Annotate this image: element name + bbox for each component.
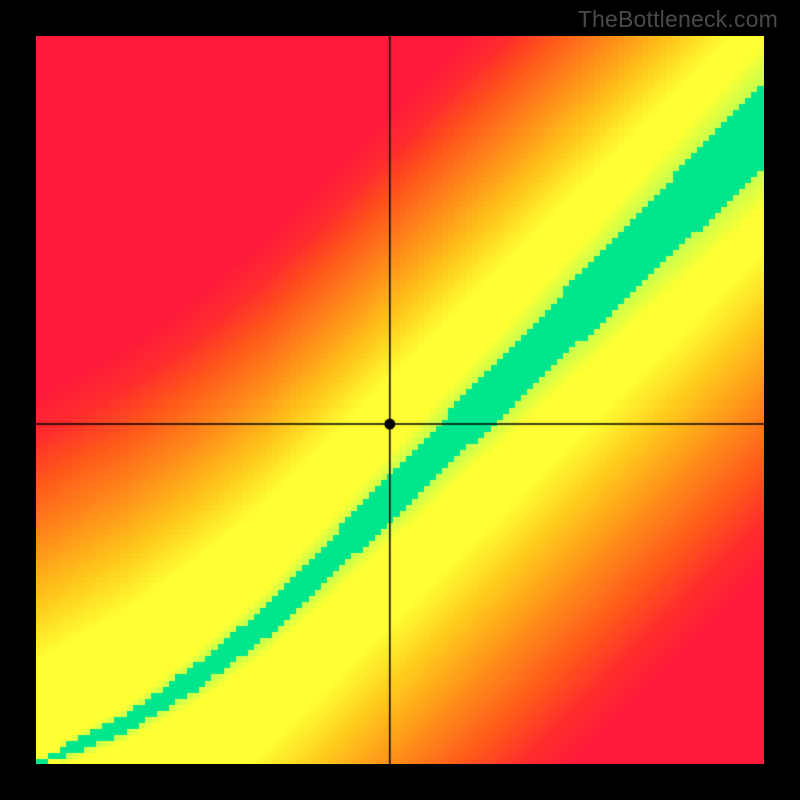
- watermark-text: TheBottleneck.com: [578, 6, 778, 33]
- plot-area: [36, 36, 764, 764]
- heatmap-canvas: [36, 36, 764, 764]
- chart-frame: TheBottleneck.com: [0, 0, 800, 800]
